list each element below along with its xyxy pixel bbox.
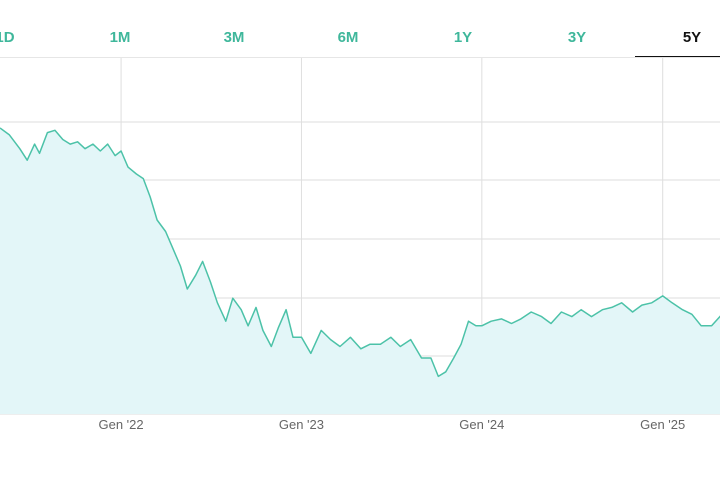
price-area-fill	[0, 128, 720, 414]
tab-5y[interactable]: 5Y	[635, 0, 720, 58]
price-line	[0, 127, 720, 378]
x-axis-ticks: Gen '22 Gen '23 Gen '24 Gen '25	[99, 417, 686, 432]
range-tabs: 1D 1M 3M 6M 1Y 3Y 5Y	[0, 0, 720, 58]
tab-1y[interactable]: 1Y	[453, 29, 473, 46]
x-tick-label: Gen '23	[279, 417, 324, 432]
x-tick-label: Gen '25	[640, 417, 685, 432]
price-chart: Gen '22 Gen '23 Gen '24 Gen '25	[0, 58, 720, 432]
tab-3y[interactable]: 3Y	[567, 29, 587, 46]
x-tick-label: Gen '22	[99, 417, 144, 432]
x-tick-label: Gen '24	[459, 417, 504, 432]
tabs-divider	[0, 57, 720, 58]
tab-1m[interactable]: 1M	[109, 29, 131, 46]
tab-6m[interactable]: 6M	[337, 29, 359, 46]
tab-1d[interactable]: 1D	[0, 29, 15, 46]
tab-3m[interactable]: 3M	[223, 29, 245, 46]
